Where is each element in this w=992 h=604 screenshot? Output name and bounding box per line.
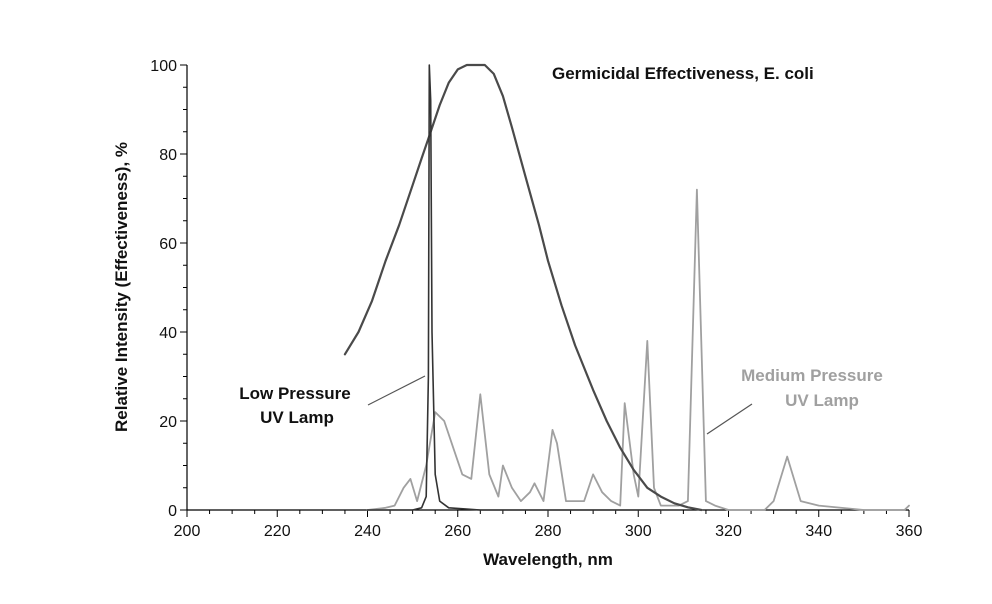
x-tick-label: 240 bbox=[354, 523, 381, 540]
y-tick-label: 20 bbox=[159, 414, 177, 431]
low-pressure-label-line1: Low Pressure bbox=[239, 384, 351, 403]
y-tick-label: 60 bbox=[159, 236, 177, 253]
y-tick-label: 80 bbox=[159, 147, 177, 164]
germicidal-annotation: Germicidal Effectiveness, E. coli bbox=[552, 64, 814, 83]
x-tick-label: 300 bbox=[625, 523, 652, 540]
medium-pressure-label-line1: Medium Pressure bbox=[741, 366, 883, 385]
medium-pressure-series-line bbox=[366, 188, 910, 511]
medium-pressure-leader-line bbox=[706, 403, 753, 435]
medium-pressure-label-line2: UV Lamp bbox=[785, 391, 859, 410]
y-tick-label: 100 bbox=[150, 58, 177, 75]
y-tick-label: 40 bbox=[159, 325, 177, 342]
x-tick-label: 260 bbox=[444, 523, 471, 540]
y-tick-label: 0 bbox=[168, 503, 177, 520]
x-axis-title: Wavelength, nm bbox=[483, 550, 613, 569]
x-tick-label: 200 bbox=[174, 523, 201, 540]
y-axis-title: Relative Intensity (Effectiveness), % bbox=[112, 142, 131, 432]
low-pressure-label-line2: UV Lamp bbox=[260, 408, 334, 427]
germicidal-series-line bbox=[343, 63, 703, 512]
x-tick-label: 340 bbox=[805, 523, 832, 540]
low-pressure-series-line bbox=[366, 64, 662, 511]
low-pressure-leader-line bbox=[367, 375, 426, 406]
x-tick-label: 360 bbox=[896, 523, 923, 540]
x-tick-label: 280 bbox=[535, 523, 562, 540]
x-tick-label: 220 bbox=[264, 523, 291, 540]
x-tick-label: 320 bbox=[715, 523, 742, 540]
